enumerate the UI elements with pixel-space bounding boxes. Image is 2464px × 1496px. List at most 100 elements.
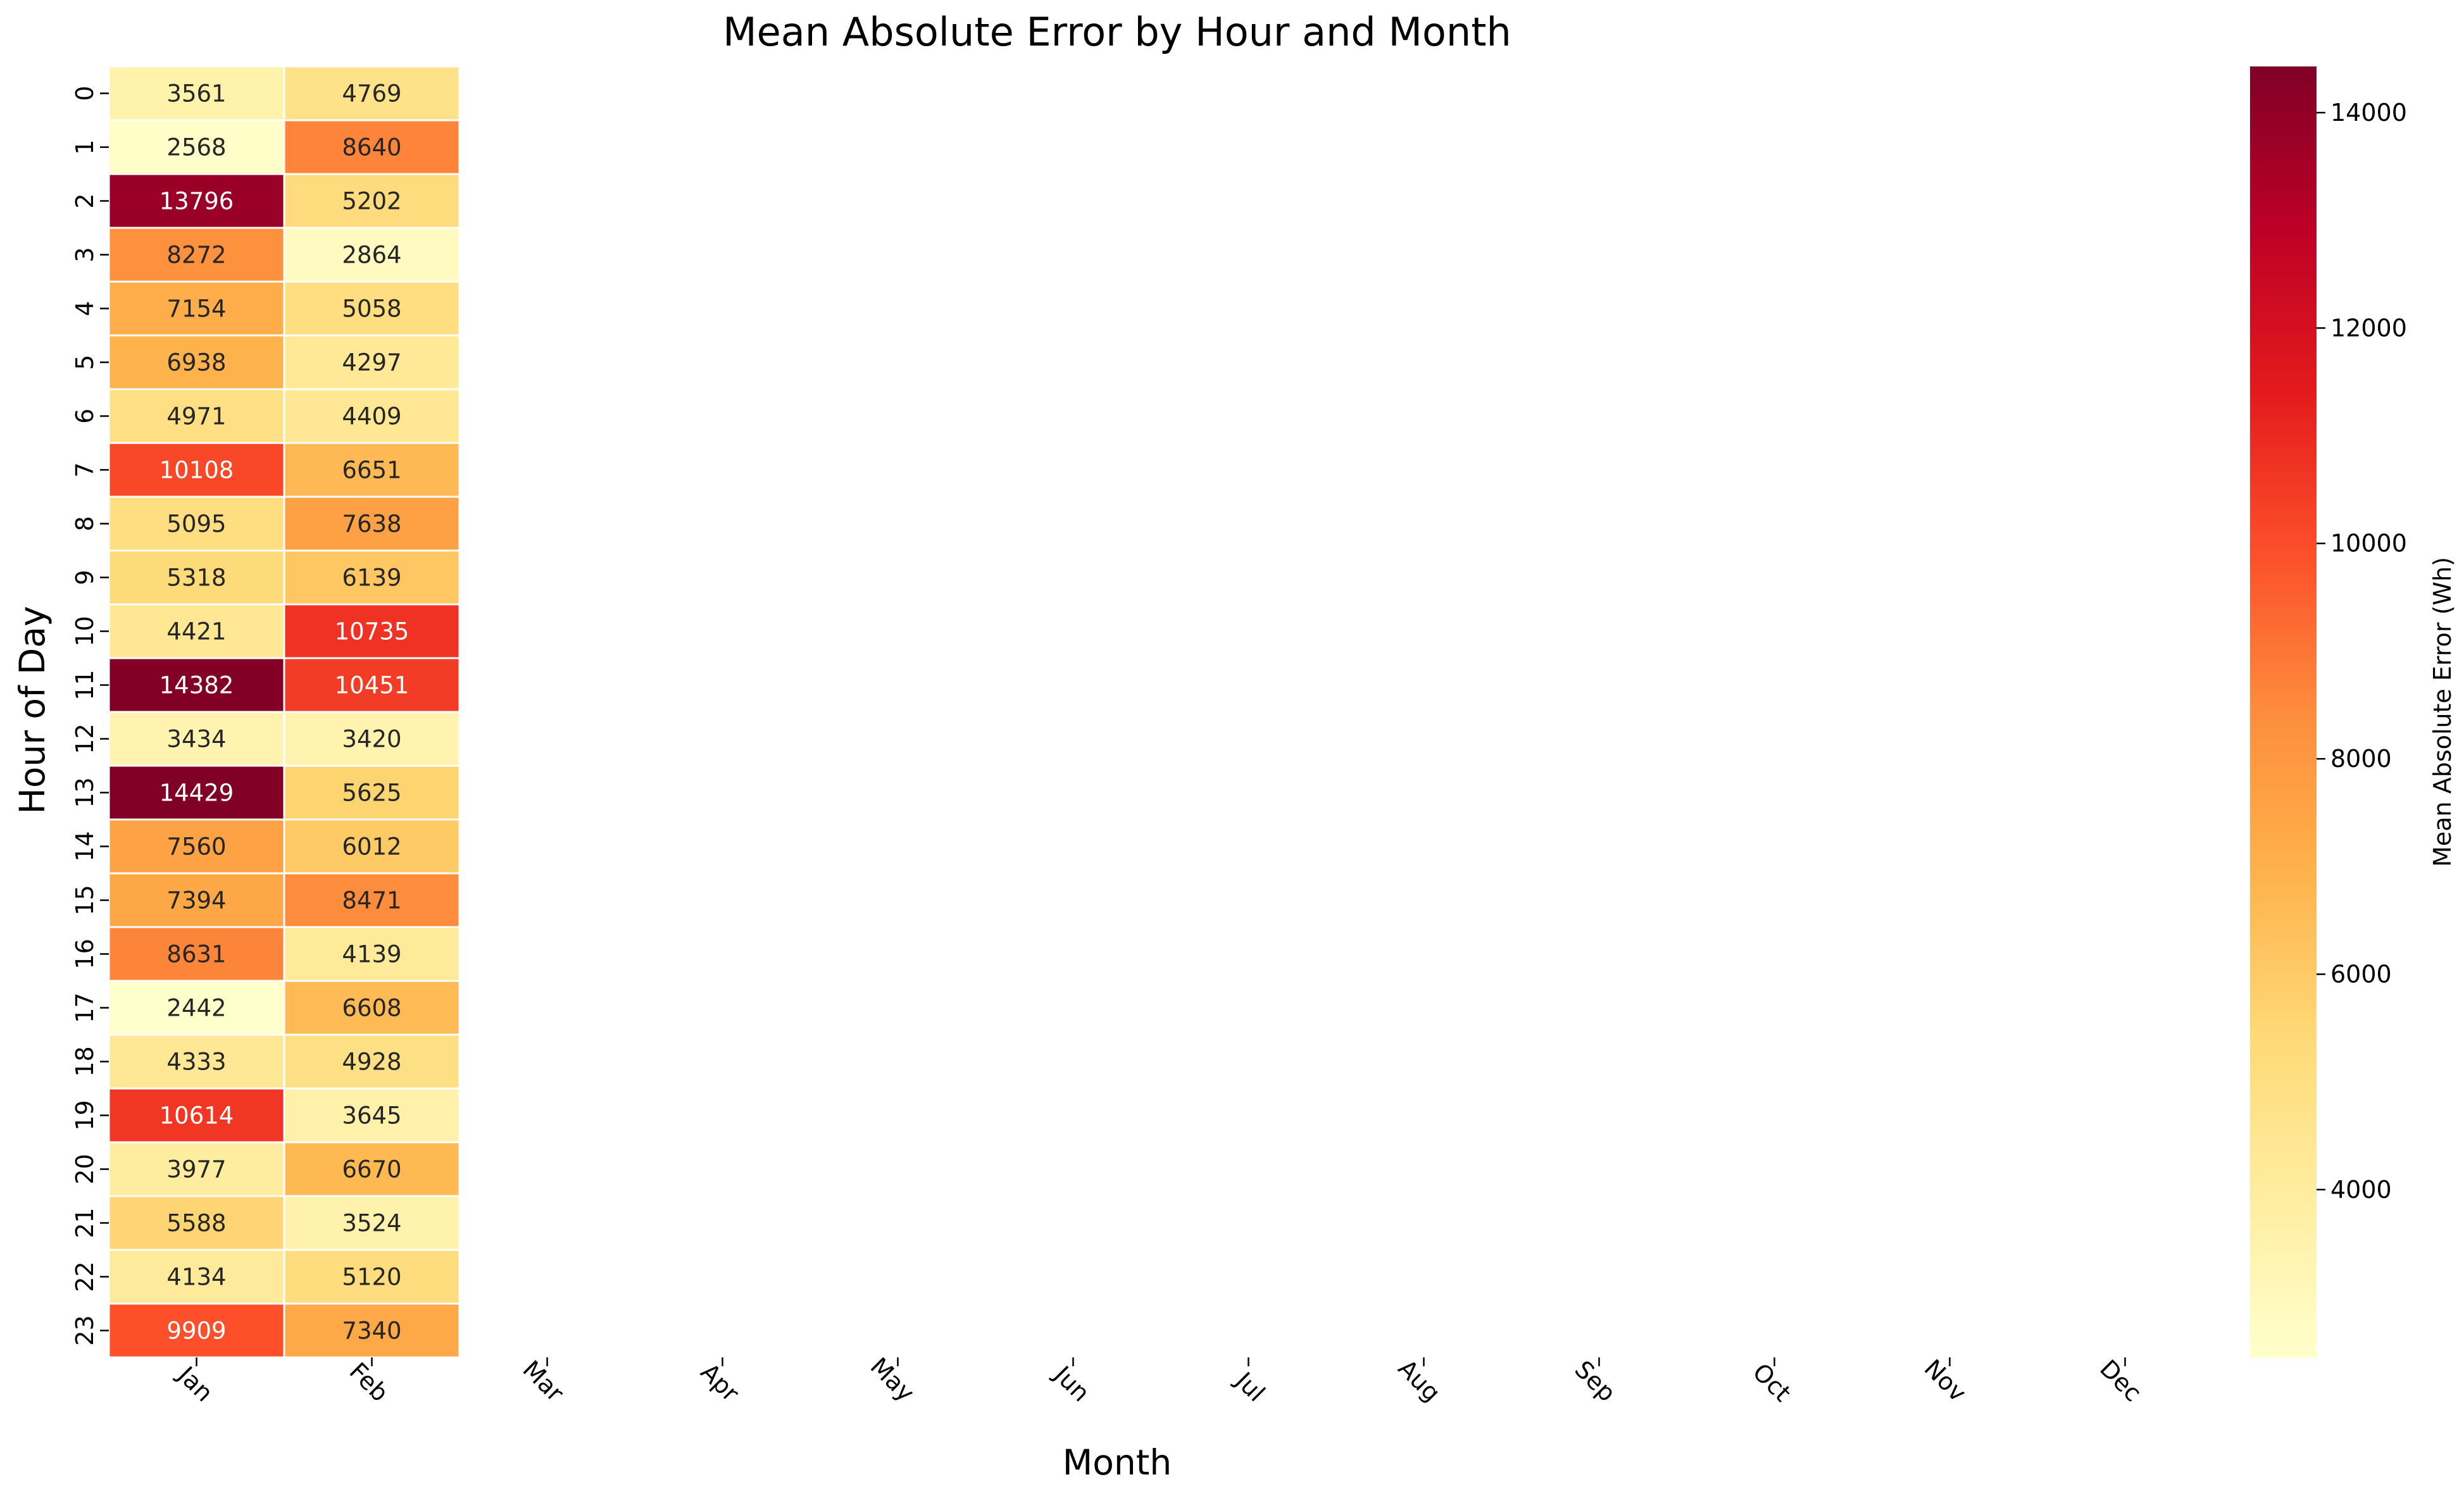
y-tick-label: 4 (71, 301, 99, 316)
heatmap-cell (283, 496, 461, 552)
cell-value-label: 14429 (159, 780, 234, 807)
cell-value-label: 2442 (166, 995, 226, 1022)
heatmap-cell (108, 764, 285, 821)
cell-value-label: 5588 (166, 1210, 226, 1237)
y-tick-label: 23 (71, 1315, 99, 1345)
cell-value-label: 5202 (342, 188, 401, 215)
y-tick-label: 22 (71, 1261, 99, 1292)
cell-value-label: 10451 (335, 672, 410, 699)
cell-value-label: 5120 (342, 1264, 401, 1291)
heatmap-cell (108, 1141, 285, 1197)
y-tick-label: 15 (71, 885, 99, 915)
heatmap-cell (108, 657, 285, 713)
cell-value-label: 6670 (342, 1156, 401, 1183)
y-tick-label: 11 (71, 670, 99, 700)
y-tick-label: 3 (71, 247, 99, 262)
colorbar-tick-label: 8000 (2330, 745, 2392, 773)
y-tick-label: 10 (71, 616, 99, 646)
colorbar-label: Mean Absolute Error (Wh) (2429, 557, 2456, 867)
y-tick-label: 21 (71, 1207, 99, 1238)
cell-value-label: 6139 (342, 564, 401, 592)
cell-value-label: 4409 (342, 403, 401, 430)
cell-value-label: 8471 (342, 887, 401, 914)
cell-value-label: 5058 (342, 296, 401, 323)
cell-value-label: 7394 (166, 887, 226, 914)
cell-value-label: 7154 (166, 296, 226, 323)
cell-value-label: 2864 (342, 242, 401, 269)
heatmap-cell (108, 119, 285, 175)
y-tick-label: 1 (71, 139, 99, 154)
cell-value-label: 8272 (166, 242, 226, 269)
y-tick-label: 14 (71, 831, 99, 861)
cell-value-label: 5318 (166, 564, 226, 592)
heatmap-cell (283, 818, 461, 875)
cell-value-label: 13796 (159, 188, 234, 215)
x-tick-label: Dec (2094, 1354, 2147, 1407)
cell-value-label: 3434 (166, 726, 226, 753)
cell-value-label: 6651 (342, 457, 401, 484)
cell-value-label: 7560 (166, 833, 226, 861)
chart-title: Mean Absolute Error by Hour and Month (723, 9, 1511, 55)
colorbar-tick-label: 4000 (2330, 1176, 2392, 1204)
heatmap-cell (283, 980, 461, 1036)
y-tick-label: 2 (71, 193, 99, 208)
cell-value-label: 2568 (166, 134, 226, 161)
heatmap-cell (283, 711, 461, 767)
heatmap-cell (108, 1195, 285, 1251)
y-tick-label: 18 (71, 1046, 99, 1076)
cell-value-label: 10735 (335, 618, 410, 645)
cell-value-label: 7638 (342, 511, 401, 538)
cell-value-label: 6608 (342, 995, 401, 1022)
heatmap-cell (108, 549, 285, 606)
cell-value-label: 10614 (159, 1102, 234, 1130)
y-tick-label: 6 (71, 408, 99, 423)
colorbar-tick-label: 12000 (2330, 314, 2407, 342)
cell-value-label: 8640 (342, 134, 401, 161)
colorbar-ticks: 4000 6000 8000 10000 12000 14000 (2317, 99, 2407, 1204)
heatmap-cell (108, 1087, 285, 1144)
y-tick-label: 13 (71, 777, 99, 807)
x-tick-label: Sep (1569, 1356, 1621, 1407)
heatmap-cell (283, 657, 461, 713)
heatmap-cell (283, 1249, 461, 1305)
cell-value-label: 4134 (166, 1264, 226, 1291)
heatmap-cell (283, 280, 461, 337)
y-tick-label: 17 (71, 992, 99, 1023)
x-tick-label: Oct (1748, 1358, 1797, 1407)
x-tick-label: Jul (1229, 1366, 1270, 1407)
cell-value-label: 6012 (342, 833, 401, 861)
cell-value-label: 3645 (342, 1102, 401, 1130)
y-tick-label: 16 (71, 938, 99, 969)
cell-value-label: 4928 (342, 1049, 401, 1076)
heatmap-cell (283, 334, 461, 390)
y-axis-label: Hour of Day (12, 606, 53, 814)
heatmap-cell (283, 173, 461, 229)
y-tick-label: 7 (71, 462, 99, 477)
x-tick-label: Jan (172, 1360, 218, 1407)
heatmap-cell (283, 1141, 461, 1197)
cell-value-label: 4769 (342, 80, 401, 108)
cell-value-label: 4139 (342, 941, 401, 968)
y-tick-label: 5 (71, 354, 99, 370)
colorbar: 4000 6000 8000 10000 12000 14000 Mean Absolut… (2250, 66, 2456, 1357)
cell-value-label: 7340 (342, 1318, 401, 1345)
cell-value-label: 3524 (342, 1210, 401, 1237)
cell-value-label: 8631 (166, 941, 226, 968)
x-tick-label: Aug (1393, 1354, 1446, 1407)
cell-value-label: 3561 (166, 80, 226, 108)
colorbar-tick-label: 14000 (2330, 99, 2407, 127)
cell-value-label: 4333 (166, 1049, 226, 1076)
colorbar-gradient (2250, 66, 2317, 1357)
x-axis-label: Month (1063, 1442, 1172, 1483)
cell-value-label: 4297 (342, 349, 401, 377)
cell-value-label: 6938 (166, 349, 226, 377)
heatmap-cell (108, 1033, 285, 1090)
heatmap-cell (283, 1195, 461, 1251)
heatmap-cell (283, 388, 461, 444)
cell-value-label: 9909 (166, 1318, 226, 1345)
x-tick-label: Apr (696, 1358, 745, 1407)
heatmap-cell (283, 1033, 461, 1090)
heatmap-cell (283, 119, 461, 175)
